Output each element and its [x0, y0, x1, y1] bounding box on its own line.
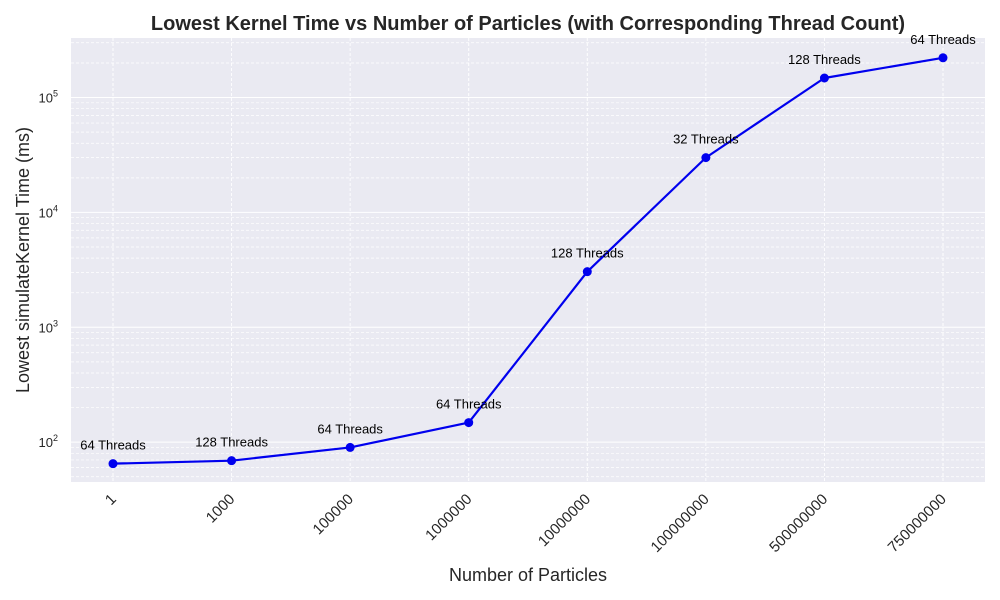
y-tick-exponent: 4 [53, 203, 58, 213]
plot-area [71, 38, 985, 482]
y-tick-label: 104 [39, 203, 58, 220]
x-tick-labels: 1 1000 100000 1000000 10000000 100000000 50000… [102, 491, 950, 556]
y-axis-label: Lowest simulateKernel Time (ms) [13, 127, 33, 393]
data-point [227, 456, 237, 466]
point-annotation: 64 Threads [317, 421, 383, 436]
data-point [819, 73, 829, 83]
y-tick-label: 103 [39, 318, 58, 335]
minor-gridlines [71, 42, 985, 478]
y-tick-base: 10 [39, 320, 53, 335]
y-tick-base: 10 [39, 91, 53, 106]
x-tick-label: 1000 [203, 491, 239, 527]
y-tick-exponent: 5 [53, 89, 58, 99]
chart-title: Lowest Kernel Time vs Number of Particle… [151, 13, 905, 35]
point-annotation: 128 Threads [195, 435, 268, 450]
data-point [464, 418, 474, 428]
data-point [582, 267, 592, 277]
y-tick-base: 10 [39, 435, 53, 450]
x-tick-label: 10000000 [535, 491, 594, 550]
y-tick-exponent: 2 [53, 433, 58, 443]
data-point [701, 153, 711, 163]
point-annotation: 32 Threads [673, 132, 739, 147]
point-annotation: 64 Threads [436, 397, 502, 412]
data-point [108, 459, 118, 469]
x-tick-label: 500000000 [766, 491, 831, 556]
data-point [938, 53, 948, 63]
y-tick-exponent: 3 [53, 318, 58, 328]
x-axis-label: Number of Particles [449, 565, 607, 585]
point-annotation: 64 Threads [910, 32, 976, 47]
point-annotation: 64 Threads [80, 438, 146, 453]
annotation-layer: 64 Threads 128 Threads 64 Threads 64 Thread… [80, 32, 976, 453]
x-tick-label: 1 [102, 491, 120, 509]
x-tick-label: 1000000 [422, 491, 475, 544]
y-tick-base: 10 [39, 205, 53, 220]
y-tick-label: 102 [39, 433, 58, 450]
major-gridlines [71, 38, 985, 482]
series-layer [108, 53, 948, 469]
point-annotation: 128 Threads [551, 246, 624, 261]
data-point [345, 442, 355, 452]
series-line [112, 56, 944, 465]
x-tick-label: 100000 [310, 491, 357, 538]
x-tick-label: 750000000 [885, 491, 950, 556]
x-tick-label: 100000000 [648, 491, 713, 556]
y-tick-label: 105 [39, 89, 58, 106]
point-annotation: 128 Threads [788, 52, 861, 67]
